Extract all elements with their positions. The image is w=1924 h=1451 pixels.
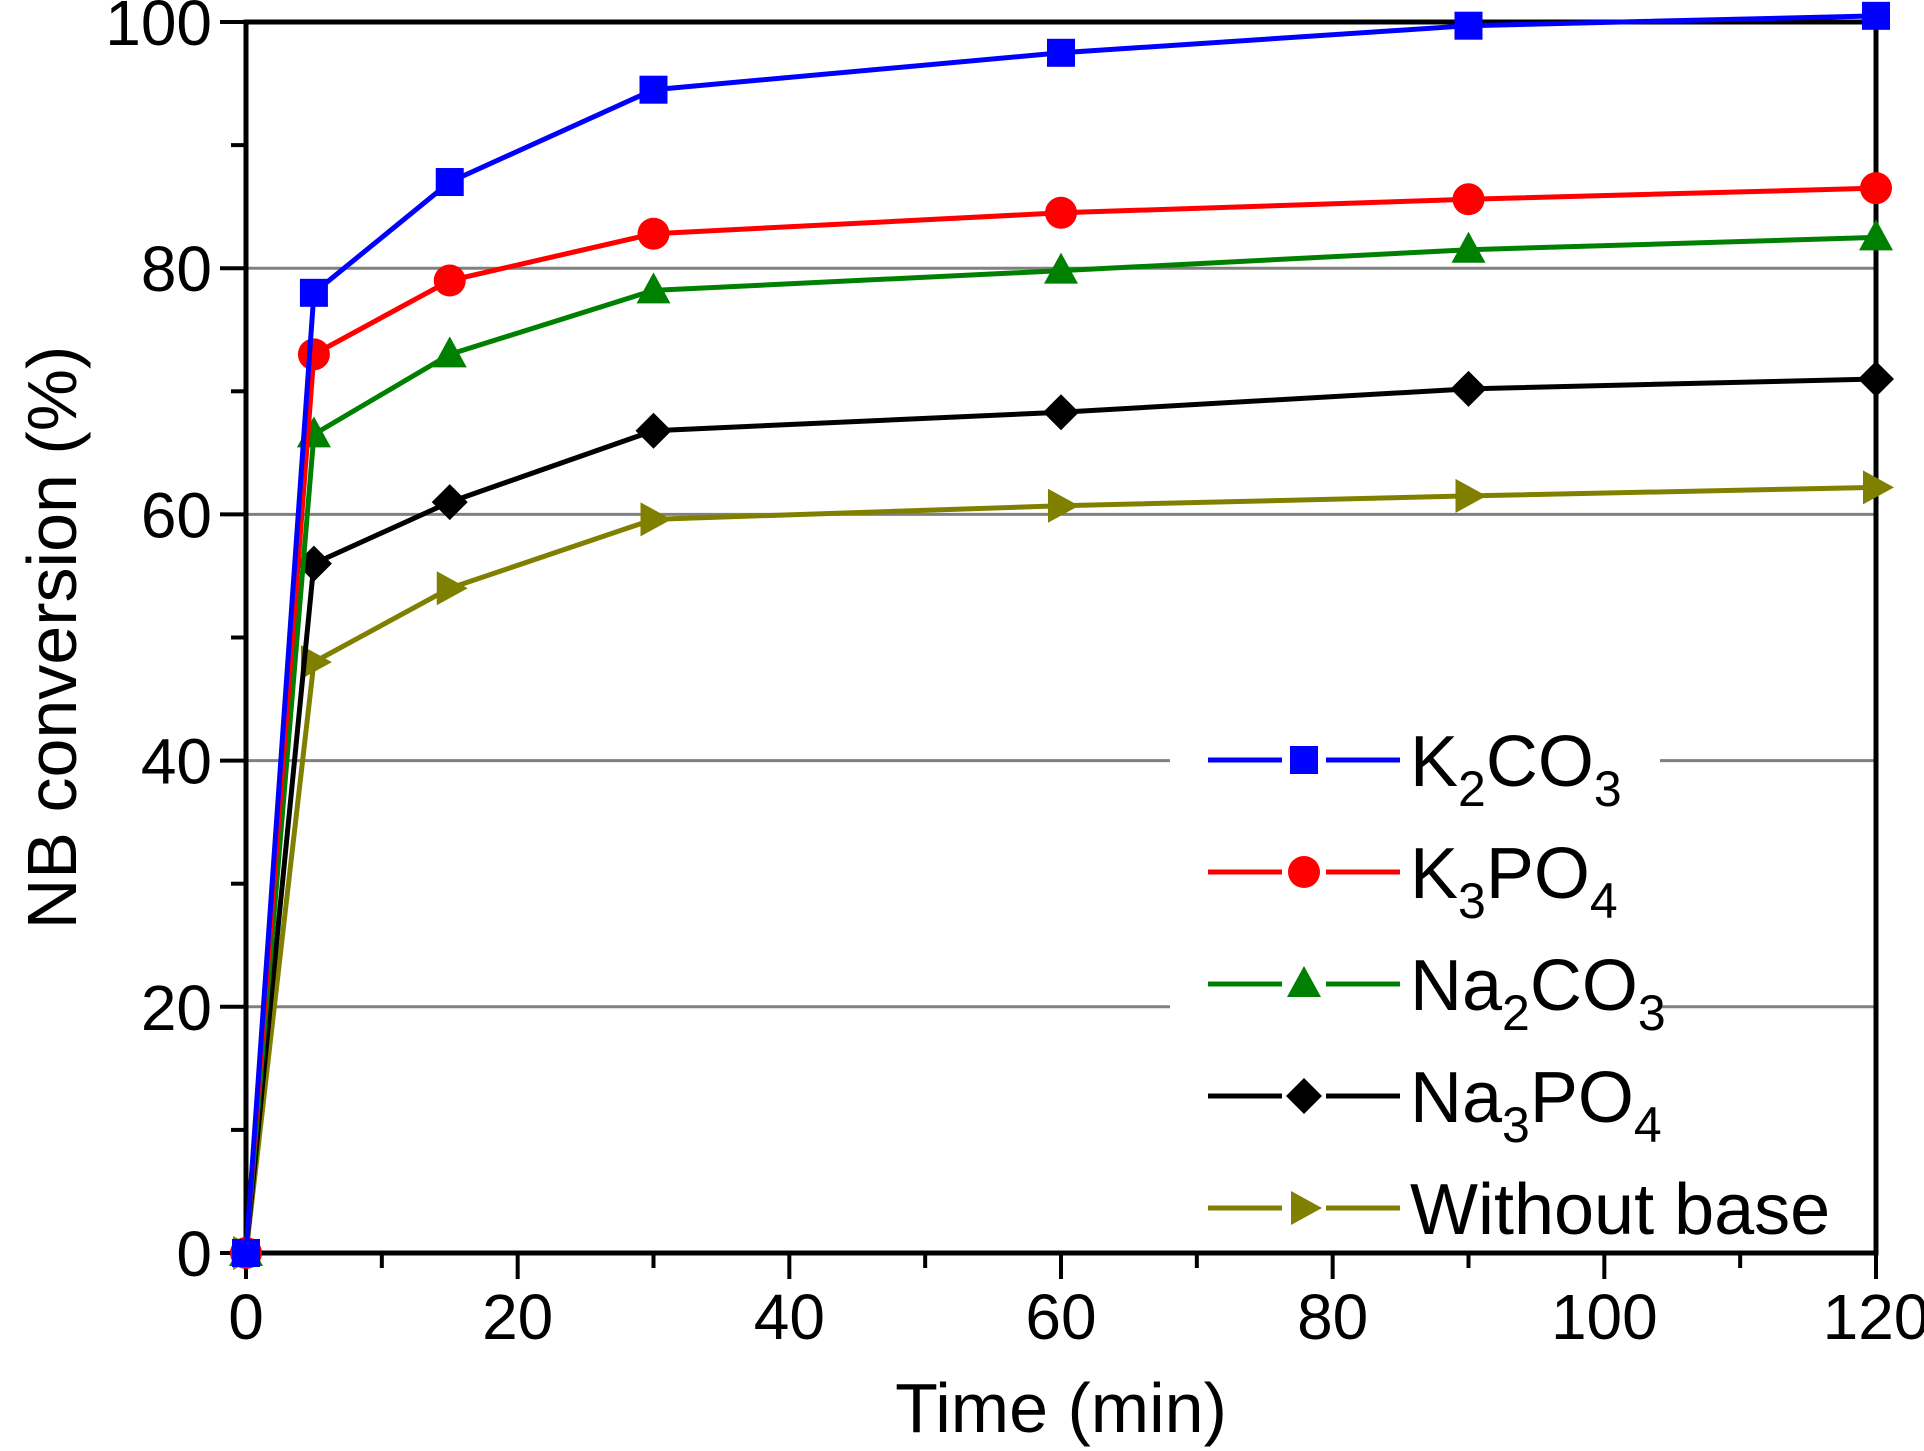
- legend-label-subscript: 3: [1594, 761, 1622, 817]
- data-point-without-base-90: [1455, 478, 1487, 513]
- x-tick-label: 60: [1025, 1281, 1096, 1353]
- data-series: [228, 1, 1894, 1271]
- data-point-k3po4-5: [297, 338, 330, 371]
- data-point-na2co3-60: [1044, 252, 1078, 284]
- legend-label-subscript: 4: [1634, 1097, 1662, 1153]
- data-point-k3po4-90: [1452, 183, 1485, 216]
- y-tick-label: 60: [141, 479, 212, 551]
- legend-label-k3po4: K3PO4: [1410, 834, 1618, 929]
- data-point-k3po4-120: [1860, 172, 1892, 205]
- legend-label-text: Without base: [1410, 1170, 1830, 1250]
- legend-marker-without-base: [1291, 1191, 1322, 1225]
- data-point-k3po4-30: [637, 217, 670, 250]
- data-point-without-base-15: [436, 571, 468, 606]
- x-tick-label: 0: [228, 1281, 264, 1353]
- legend-marker-k3po4: [1288, 856, 1320, 888]
- data-point-without-base-30: [640, 502, 672, 537]
- y-tick-label: 20: [141, 972, 212, 1044]
- legend-item-without-base: Without base: [1208, 1170, 1830, 1250]
- legend-label-without-base: Without base: [1410, 1170, 1830, 1250]
- data-point-without-base-120: [1863, 470, 1894, 505]
- legend-item-k3po4: K3PO4: [1208, 834, 1618, 929]
- legend-label-text: Na: [1410, 1058, 1503, 1138]
- data-point-na3po4-30: [635, 412, 672, 449]
- data-point-na2co3-30: [636, 272, 671, 304]
- legend-label-subscript: 3: [1458, 873, 1486, 929]
- legend-label-text: CO: [1486, 722, 1594, 802]
- y-tick-label: 100: [105, 0, 212, 59]
- legend-label-na3po4: Na3PO4: [1410, 1058, 1662, 1153]
- data-point-na3po4-120: [1858, 360, 1894, 397]
- data-point-k2co3-120: [1862, 1, 1890, 30]
- x-tick-label: 80: [1297, 1281, 1368, 1353]
- legend-label-text: K: [1410, 834, 1458, 914]
- legend-label-text: CO: [1530, 946, 1638, 1026]
- data-point-na3po4-90: [1450, 370, 1487, 407]
- legend-label-k2co3: K2CO3: [1410, 722, 1622, 817]
- data-point-na3po4-60: [1043, 394, 1079, 431]
- x-axis-title: Time (min): [895, 1369, 1227, 1447]
- legend-marker-na2co3: [1287, 966, 1321, 997]
- data-point-na3po4-15: [431, 484, 468, 521]
- data-point-k2co3-15: [435, 168, 464, 197]
- y-axis-title: NB conversion (%): [13, 346, 91, 930]
- data-point-without-base-60: [1048, 488, 1079, 523]
- data-point-k2co3-5: [299, 278, 328, 307]
- legend-label-subscript: 4: [1590, 873, 1618, 929]
- data-point-k3po4-15: [433, 264, 466, 297]
- x-tick-label: 120: [1823, 1281, 1924, 1353]
- y-tick-label: 0: [176, 1218, 212, 1290]
- series-k2co3: [232, 1, 1890, 1267]
- y-tick-label: 40: [141, 726, 212, 798]
- series-k3po4: [230, 172, 1892, 1269]
- legend-item-na3po4: Na3PO4: [1208, 1058, 1662, 1153]
- legend-marker-k2co3: [1290, 746, 1318, 774]
- data-point-na2co3-120: [1859, 219, 1893, 251]
- data-point-k2co3-0: [232, 1239, 260, 1267]
- x-tick-label: 40: [754, 1281, 825, 1353]
- data-point-k2co3-30: [639, 75, 668, 104]
- legend-label-na2co3: Na2CO3: [1410, 946, 1666, 1041]
- legend-label-subscript: 3: [1638, 985, 1666, 1041]
- legend-label-text: K: [1410, 722, 1458, 802]
- data-point-without-base-5: [300, 645, 332, 680]
- legend-label-text: PO: [1486, 834, 1590, 914]
- legend-label-text: PO: [1530, 1058, 1634, 1138]
- legend-label-subscript: 2: [1458, 761, 1486, 817]
- legend-item-k2co3: K2CO3: [1208, 722, 1622, 817]
- data-point-na2co3-15: [432, 336, 467, 368]
- data-point-k2co3-60: [1047, 38, 1075, 67]
- legend-label-subscript: 3: [1502, 1097, 1530, 1153]
- x-tick-label: 100: [1551, 1281, 1658, 1353]
- legend-label-text: Na: [1410, 946, 1503, 1026]
- data-point-k3po4-60: [1045, 196, 1077, 229]
- y-tick-label: 80: [141, 233, 212, 305]
- series-line-without-base: [243, 484, 1877, 1254]
- x-tick-label: 20: [482, 1281, 553, 1353]
- legend-label-subscript: 2: [1502, 985, 1530, 1041]
- legend-marker-na3po4: [1286, 1078, 1322, 1114]
- legend-item-na2co3: Na2CO3: [1208, 946, 1666, 1041]
- data-point-na2co3-90: [1451, 231, 1486, 263]
- axes: 0 20 40 60 80 100 120 0 20 40 60 80 100 Time (min) NB …: [13, 0, 1924, 1447]
- data-point-k2co3-90: [1454, 11, 1483, 40]
